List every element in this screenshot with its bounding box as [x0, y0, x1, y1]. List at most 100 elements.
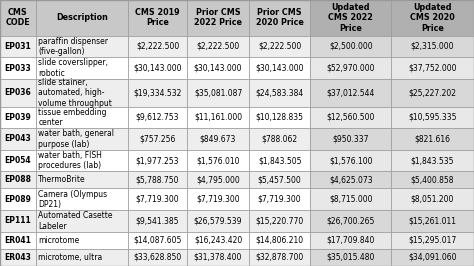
Text: $19,334.532: $19,334.532	[133, 88, 182, 97]
Text: $31,378.400: $31,378.400	[194, 253, 242, 262]
Text: EP089: EP089	[4, 195, 31, 204]
Bar	[0, 0, 36, 36]
Text: $7,719.300: $7,719.300	[196, 195, 240, 204]
Bar	[36, 189, 128, 210]
Bar	[128, 210, 187, 232]
Bar	[249, 249, 310, 266]
Bar	[249, 128, 310, 150]
Bar	[391, 57, 474, 79]
Text: ER041: ER041	[4, 236, 31, 245]
Bar	[187, 171, 249, 189]
Bar	[128, 150, 187, 171]
Text: $2,222.500: $2,222.500	[136, 42, 179, 51]
Text: $10,595.335: $10,595.335	[408, 113, 457, 122]
Bar	[128, 171, 187, 189]
Text: $34,091.060: $34,091.060	[408, 253, 457, 262]
Bar	[187, 57, 249, 79]
Bar	[249, 150, 310, 171]
Text: $15,295.017: $15,295.017	[409, 236, 456, 245]
Text: $5,400.858: $5,400.858	[411, 175, 454, 184]
Bar	[36, 128, 128, 150]
Text: water bath, FISH
procedures (lab): water bath, FISH procedures (lab)	[38, 151, 102, 170]
Text: EP039: EP039	[4, 113, 31, 122]
Bar	[310, 189, 391, 210]
Text: $14,087.605: $14,087.605	[133, 236, 182, 245]
Text: $30,143.000: $30,143.000	[133, 64, 182, 73]
Text: $5,457.500: $5,457.500	[258, 175, 301, 184]
Text: $11,161.000: $11,161.000	[194, 113, 242, 122]
Text: $2,500.000: $2,500.000	[329, 42, 373, 51]
Bar	[391, 79, 474, 106]
Text: $8,715.000: $8,715.000	[329, 195, 373, 204]
Text: $25,227.202: $25,227.202	[409, 88, 456, 97]
Text: $757.256: $757.256	[139, 134, 176, 143]
Bar	[36, 171, 128, 189]
Text: $15,220.770: $15,220.770	[255, 217, 304, 225]
Text: water bath, general
purpose (lab): water bath, general purpose (lab)	[38, 129, 114, 149]
Bar	[36, 57, 128, 79]
Bar	[0, 249, 36, 266]
Text: $4,795.000: $4,795.000	[196, 175, 240, 184]
Text: EP111: EP111	[4, 217, 31, 225]
Bar	[36, 106, 128, 128]
Text: $7,719.300: $7,719.300	[136, 195, 180, 204]
Text: Prior CMS
2022 Price: Prior CMS 2022 Price	[194, 8, 242, 27]
Bar	[128, 232, 187, 249]
Bar	[310, 79, 391, 106]
Text: $14,806.210: $14,806.210	[255, 236, 304, 245]
Bar	[128, 106, 187, 128]
Bar	[391, 36, 474, 57]
Bar	[0, 36, 36, 57]
Text: CMS 2019
Price: CMS 2019 Price	[135, 8, 180, 27]
Bar	[187, 79, 249, 106]
Bar	[128, 0, 187, 36]
Text: EP033: EP033	[4, 64, 31, 73]
Bar	[391, 232, 474, 249]
Bar	[187, 36, 249, 57]
Bar	[310, 106, 391, 128]
Text: $32,878.700: $32,878.700	[255, 253, 304, 262]
Text: $2,222.500: $2,222.500	[258, 42, 301, 51]
Bar	[249, 0, 310, 36]
Bar	[249, 57, 310, 79]
Text: $26,700.265: $26,700.265	[327, 217, 375, 225]
Bar	[391, 189, 474, 210]
Bar	[391, 210, 474, 232]
Bar	[0, 79, 36, 106]
Bar	[128, 189, 187, 210]
Bar	[391, 150, 474, 171]
Text: Camera (Olympus
DP21): Camera (Olympus DP21)	[38, 190, 108, 209]
Bar	[0, 150, 36, 171]
Text: $1,576.100: $1,576.100	[329, 156, 373, 165]
Bar	[310, 36, 391, 57]
Text: $849.673: $849.673	[200, 134, 236, 143]
Text: EP088: EP088	[4, 175, 31, 184]
Text: ER043: ER043	[4, 253, 31, 262]
Bar	[0, 106, 36, 128]
Text: $37,012.544: $37,012.544	[327, 88, 375, 97]
Bar	[310, 249, 391, 266]
Text: $16,243.420: $16,243.420	[194, 236, 242, 245]
Bar	[310, 0, 391, 36]
Text: Updated
CMS 2020
Price: Updated CMS 2020 Price	[410, 3, 455, 33]
Bar	[249, 79, 310, 106]
Text: Automated Casette
Labeler: Automated Casette Labeler	[38, 211, 113, 231]
Bar	[187, 249, 249, 266]
Bar	[310, 232, 391, 249]
Text: $7,719.300: $7,719.300	[258, 195, 301, 204]
Text: Description: Description	[56, 13, 108, 22]
Text: $9,612.753: $9,612.753	[136, 113, 179, 122]
Text: $1,977.253: $1,977.253	[136, 156, 179, 165]
Bar	[249, 210, 310, 232]
Text: $52,970.000: $52,970.000	[327, 64, 375, 73]
Bar	[310, 150, 391, 171]
Text: EP054: EP054	[4, 156, 31, 165]
Text: paraffin dispenser
(five-gallon): paraffin dispenser (five-gallon)	[38, 37, 109, 56]
Bar	[249, 232, 310, 249]
Text: $1,843.505: $1,843.505	[258, 156, 301, 165]
Bar	[310, 57, 391, 79]
Text: $37,752.000: $37,752.000	[408, 64, 457, 73]
Bar	[0, 171, 36, 189]
Text: $30,143.000: $30,143.000	[194, 64, 242, 73]
Text: $35,015.480: $35,015.480	[327, 253, 375, 262]
